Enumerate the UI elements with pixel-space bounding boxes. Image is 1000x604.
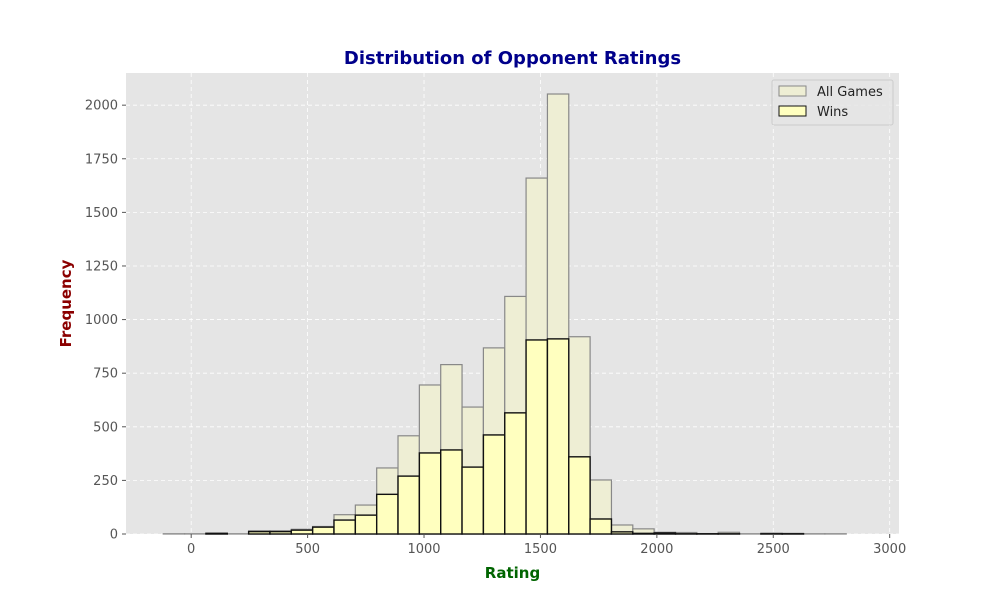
chart-title: Distribution of Opponent Ratings: [344, 48, 681, 69]
legend-label-all-games: All Games: [817, 85, 883, 100]
bar-wins: [483, 435, 504, 534]
y-tick-label: 250: [93, 474, 118, 489]
legend-swatch-all-games: [779, 86, 806, 96]
y-axis-label: Frequency: [57, 259, 75, 347]
bar-wins: [526, 340, 547, 534]
bar-wins: [462, 467, 483, 534]
y-tick-label: 1000: [85, 313, 118, 328]
y-tick-label: 1250: [85, 259, 118, 274]
bar-wins: [654, 533, 675, 534]
x-tick-label: 2000: [640, 542, 673, 557]
bar-wins: [569, 457, 590, 534]
x-tick-label: 1000: [407, 542, 440, 557]
y-tick-label: 1750: [85, 152, 118, 167]
bar-wins: [377, 494, 398, 534]
bar-wins: [633, 533, 654, 534]
bar-wins: [291, 530, 312, 534]
bar-wins: [334, 520, 355, 534]
x-tick-label: 0: [187, 542, 195, 557]
x-tick-label: 1500: [524, 542, 557, 557]
bar-wins: [547, 339, 568, 534]
y-tick-label: 750: [93, 367, 118, 382]
bar-wins: [590, 519, 611, 534]
legend: All Games Wins: [772, 80, 893, 125]
bar-wins: [505, 413, 526, 534]
bar-wins: [206, 533, 227, 534]
bar-wins: [441, 450, 462, 534]
bar-wins: [611, 532, 632, 534]
bar-wins: [270, 532, 291, 534]
bar-wins: [419, 453, 440, 534]
bar-wins: [313, 527, 334, 534]
x-tick-label: 2500: [757, 542, 790, 557]
bar-wins: [355, 515, 376, 534]
bar-wins: [398, 476, 419, 534]
y-tick-label: 500: [93, 420, 118, 435]
x-tick-label: 500: [295, 542, 320, 557]
legend-swatch-wins: [779, 106, 806, 116]
legend-label-wins: Wins: [817, 105, 848, 120]
bar-wins: [249, 532, 270, 534]
y-tick-label: 2000: [85, 99, 118, 114]
x-tick-label: 3000: [873, 542, 906, 557]
y-tick-label: 0: [110, 528, 118, 543]
x-axis-label: Rating: [485, 564, 540, 582]
y-tick-label: 1500: [85, 206, 118, 221]
